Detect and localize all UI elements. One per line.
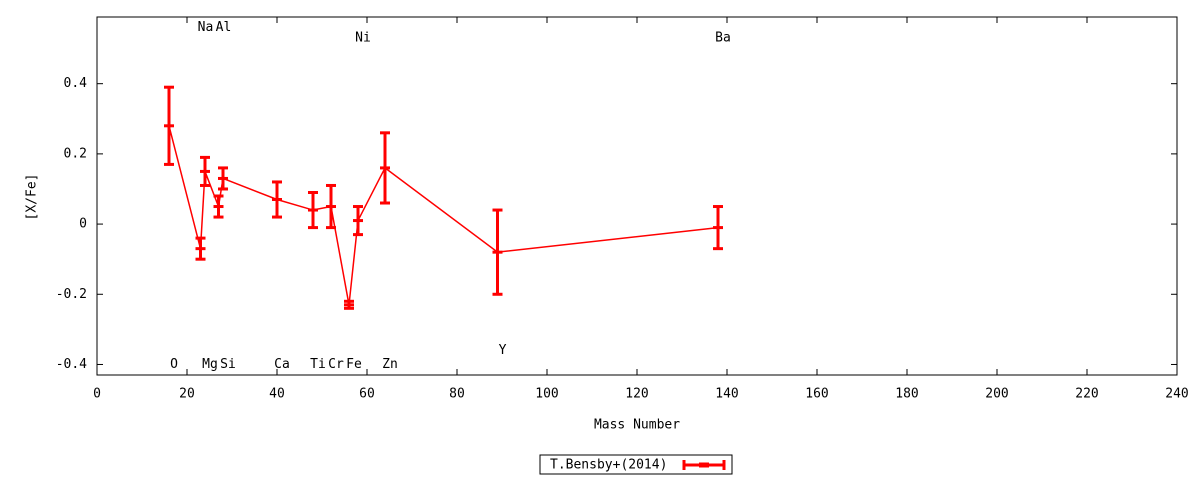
x-tick-label: 100 bbox=[535, 387, 558, 402]
element-label: Y bbox=[499, 343, 507, 358]
series-line bbox=[168, 125, 719, 305]
y-tick-label: 0.4 bbox=[64, 76, 88, 91]
element-label: Zn bbox=[382, 357, 398, 372]
element-label: Mg bbox=[202, 357, 218, 372]
y-axis-label: [X/Fe] bbox=[25, 174, 40, 221]
y-tick-label: 0.2 bbox=[64, 146, 87, 161]
element-label: Ni bbox=[355, 31, 371, 46]
x-tick-label: 60 bbox=[359, 387, 375, 402]
legend-box bbox=[539, 454, 733, 475]
element-label: Cr bbox=[328, 357, 344, 372]
x-tick-label: 80 bbox=[449, 387, 465, 402]
x-tick-label: 20 bbox=[179, 387, 195, 402]
x-tick-label: 120 bbox=[625, 387, 648, 402]
element-label: Na bbox=[198, 20, 214, 35]
x-tick-label: 140 bbox=[715, 387, 738, 402]
x-tick-label: 180 bbox=[895, 387, 918, 402]
y-tick-label: -0.2 bbox=[56, 287, 87, 302]
x-axis-label: Mass Number bbox=[594, 418, 680, 433]
x-tick-label: 160 bbox=[805, 387, 828, 402]
element-label: O bbox=[170, 357, 178, 372]
element-label: Si bbox=[220, 357, 236, 372]
legend-label: T.Bensby+(2014) bbox=[550, 458, 667, 473]
x-tick-label: 220 bbox=[1075, 387, 1098, 402]
x-tick-label: 200 bbox=[985, 387, 1008, 402]
x-tick-label: 240 bbox=[1165, 387, 1188, 402]
element-label: Fe bbox=[346, 357, 362, 372]
y-tick-label: 0 bbox=[79, 217, 87, 232]
element-label: Ca bbox=[274, 357, 290, 372]
element-label: Ti bbox=[310, 357, 326, 372]
y-tick-label: -0.4 bbox=[56, 357, 87, 372]
element-label: Ba bbox=[715, 31, 731, 46]
x-tick-label: 40 bbox=[269, 387, 285, 402]
x-tick-label: 0 bbox=[93, 387, 101, 402]
element-label: Al bbox=[216, 20, 232, 35]
plot-frame bbox=[96, 16, 1178, 376]
